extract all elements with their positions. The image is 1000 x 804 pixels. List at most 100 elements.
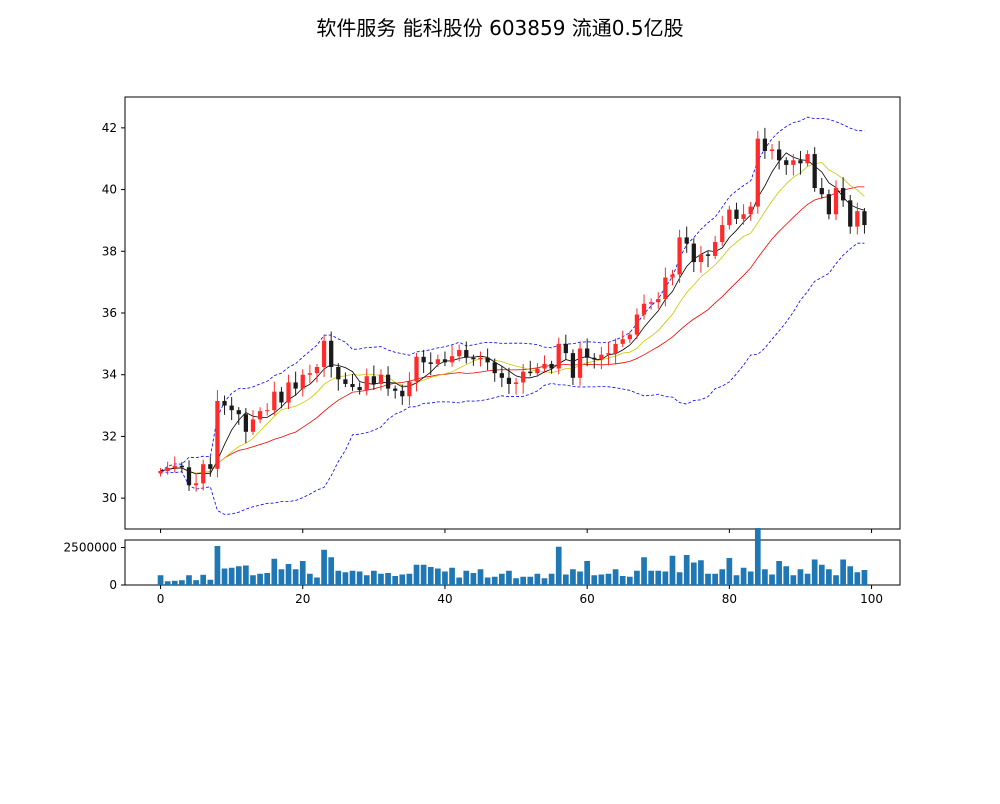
candle-body — [435, 359, 440, 364]
candle-body — [385, 374, 391, 389]
volume-bar — [285, 564, 292, 585]
volume-bar — [797, 569, 804, 585]
candle-body — [776, 149, 782, 161]
volume-bar — [570, 569, 576, 585]
moving-average-lines — [160, 152, 865, 475]
candle-body — [570, 353, 576, 378]
candle-body — [592, 357, 597, 360]
candle-body — [663, 277, 668, 300]
candle-body — [400, 390, 405, 397]
volume-bar — [584, 561, 590, 585]
volume-bar — [477, 569, 484, 585]
candle-body — [464, 350, 469, 358]
volume-bar — [179, 580, 185, 585]
volume-bar — [392, 576, 399, 585]
volume-bar — [491, 576, 498, 585]
volume-bar — [861, 570, 868, 585]
volume-bar — [776, 561, 782, 585]
volume-bar — [762, 569, 768, 585]
candle-body — [691, 243, 696, 263]
volume-bar — [683, 555, 690, 585]
volume-bar — [307, 573, 313, 585]
candle-body — [492, 362, 497, 374]
candle-body — [542, 363, 547, 369]
volume-bar — [484, 577, 491, 585]
candle-body — [165, 467, 170, 471]
candle-body — [606, 353, 611, 355]
volume-bar — [506, 570, 512, 585]
volume-bar — [577, 571, 583, 585]
volume-bar — [385, 573, 391, 585]
volume-bar — [235, 566, 242, 585]
volume-bar — [214, 546, 221, 585]
bollinger-upper-line — [160, 116, 865, 472]
volume-bar — [292, 569, 299, 585]
candle-body — [357, 387, 362, 391]
candle-body — [855, 211, 860, 227]
volume-bar — [726, 558, 733, 585]
candle-body — [649, 302, 654, 304]
volume-bar — [769, 574, 775, 585]
price-y-tick-label: 34 — [102, 368, 117, 382]
x-tick-label: 0 — [157, 592, 165, 606]
ma-mid-line — [160, 161, 865, 474]
candle-body — [179, 465, 185, 468]
volume-bar — [371, 570, 377, 585]
volume-bar — [193, 580, 199, 585]
volume-bar — [278, 569, 285, 585]
volume-bar — [520, 576, 527, 585]
volume-bar — [228, 567, 235, 585]
volume-bar — [712, 573, 718, 585]
volume-y-axis: 0 2500000 — [64, 541, 125, 592]
candle-body — [208, 464, 213, 469]
candle-body — [186, 467, 192, 486]
volume-bar — [250, 575, 256, 585]
candle-body — [577, 348, 583, 378]
candle-body — [364, 376, 369, 391]
x-tick-label: 40 — [437, 592, 452, 606]
x-axis: 0 20 40 60 80 100 — [157, 529, 883, 606]
volume-bar — [811, 559, 818, 585]
volume-bar — [619, 576, 626, 585]
candle-body — [698, 254, 704, 263]
candle-body — [421, 356, 426, 363]
volume-bar — [662, 571, 669, 585]
candle-body — [713, 242, 718, 256]
volume-bar — [541, 578, 548, 585]
candle-body — [585, 348, 590, 358]
candle-body — [343, 379, 348, 384]
candle-body — [748, 206, 753, 215]
candle-body — [265, 410, 270, 412]
candle-body — [485, 357, 490, 363]
volume-bar — [648, 570, 654, 585]
volume-bar — [498, 573, 505, 585]
ma-long-line — [160, 186, 865, 474]
volume-bar — [669, 555, 676, 585]
volume-bar — [705, 573, 711, 585]
candle-body — [784, 160, 789, 165]
candle-body — [840, 188, 846, 201]
candle-body — [314, 367, 320, 374]
volume-bar — [534, 573, 541, 585]
candle-body — [755, 138, 760, 207]
candle-body — [250, 419, 256, 432]
volume-bar — [740, 567, 747, 585]
candle-body — [279, 391, 284, 403]
candle-body — [634, 314, 640, 335]
volume-bar — [314, 577, 320, 585]
candle-body — [798, 160, 803, 164]
candle-body — [414, 356, 419, 382]
candle-body — [805, 154, 810, 164]
volume-bar — [733, 575, 740, 585]
candle-body — [449, 356, 455, 363]
volume-bar — [854, 572, 861, 585]
volume-bar — [826, 569, 832, 585]
volume-bar — [264, 573, 271, 585]
x-tick-label: 80 — [722, 592, 737, 606]
price-y-tick-label: 40 — [102, 183, 117, 197]
candle-body — [620, 339, 625, 344]
candle-body — [172, 465, 177, 468]
bollinger-bands — [160, 116, 865, 515]
candle-body — [229, 405, 234, 411]
volume-bar — [591, 575, 598, 585]
